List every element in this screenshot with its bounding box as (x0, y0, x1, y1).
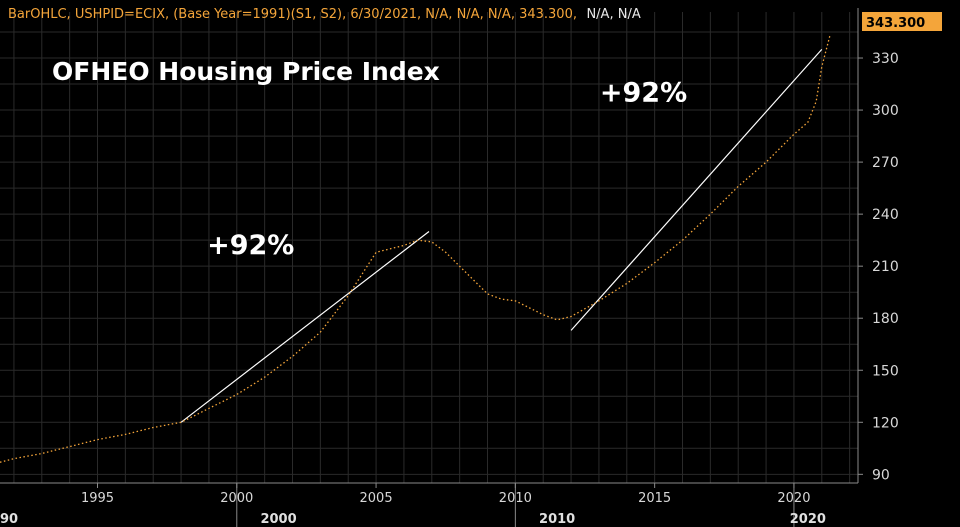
y-tick-label: 210 (872, 259, 899, 275)
decade-label: 2000 (260, 512, 296, 527)
x-tick-label: 2020 (777, 491, 810, 506)
trend-line (180, 231, 430, 423)
x-tick-label: 2005 (360, 491, 393, 506)
x-tick-label: 2015 (638, 491, 671, 506)
annotation-label: +92% (207, 230, 294, 261)
annotation-label: +92% (600, 77, 687, 108)
header-orange-text: BarOHLC, USHPID=ECIX, (Base Year=1991)(S… (8, 7, 577, 22)
y-tick-label: 270 (872, 155, 899, 171)
y-tick-label: 90 (872, 467, 890, 483)
trend-line (570, 48, 823, 331)
x-tick-label: 2000 (220, 491, 253, 506)
last-value-label: 343.300 (866, 16, 925, 31)
chart-title: OFHEO Housing Price Index (52, 57, 440, 86)
y-tick-label: 120 (872, 415, 899, 431)
y-tick-label: 150 (872, 363, 899, 379)
last-value-badge (862, 12, 942, 31)
x-tick-label: 2010 (499, 491, 532, 506)
y-tick-label: 240 (872, 207, 899, 223)
header-white-text: N/A, N/A (586, 7, 640, 22)
decade-label: 2010 (539, 512, 575, 527)
series-line (0, 34, 831, 463)
y-tick-label: 330 (872, 51, 899, 67)
y-tick-label: 180 (872, 311, 899, 327)
x-tick-label: 1995 (81, 491, 114, 506)
decade-label: 2020 (790, 512, 826, 527)
last-value-box: 343.300 (862, 12, 942, 31)
decade-label: 1990 (0, 512, 18, 527)
chart-header: BarOHLC, USHPID=ECIX, (Base Year=1991)(S… (8, 5, 641, 22)
y-tick-label: 300 (872, 103, 899, 119)
